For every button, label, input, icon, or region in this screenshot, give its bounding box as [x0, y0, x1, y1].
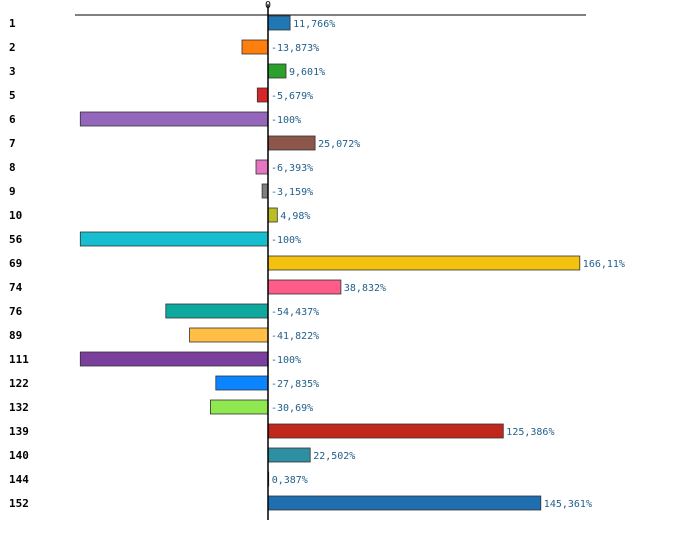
category-label: 3: [9, 65, 16, 78]
value-label: -54,437%: [271, 307, 319, 318]
value-label: 11,766%: [293, 19, 335, 30]
category-label: 144: [9, 473, 29, 486]
bar: [209, 399, 269, 415]
bar: [267, 495, 542, 511]
bar: [255, 159, 269, 175]
bar: [241, 39, 269, 55]
bar: [267, 279, 342, 295]
category-label: 8: [9, 161, 16, 174]
value-label: 38,832%: [344, 283, 386, 294]
bar: [165, 303, 269, 319]
value-label: -100%: [271, 115, 301, 126]
category-label: 2: [9, 41, 16, 54]
value-label: -100%: [271, 235, 301, 246]
value-label: 4,98%: [280, 211, 310, 222]
value-label: -100%: [271, 355, 301, 366]
bar: [267, 423, 504, 439]
bar: [215, 375, 269, 391]
value-label: -13,873%: [271, 43, 319, 54]
category-label: 10: [9, 209, 22, 222]
bar: [79, 231, 269, 247]
category-label: 69: [9, 257, 22, 270]
bar: [79, 351, 269, 367]
category-label: 7: [9, 137, 16, 150]
value-label: 145,361%: [544, 499, 592, 510]
category-label: 132: [9, 401, 29, 414]
category-label: 140: [9, 449, 29, 462]
bar: [256, 87, 269, 103]
value-label: -27,835%: [271, 379, 319, 390]
value-label: 0,387%: [272, 475, 308, 486]
value-label: 125,386%: [506, 427, 554, 438]
category-label: 74: [9, 281, 23, 294]
value-label: -5,679%: [271, 91, 313, 102]
category-label: 139: [9, 425, 29, 438]
category-label: 5: [9, 89, 16, 102]
bar: [189, 327, 269, 343]
bar: [267, 207, 278, 223]
value-label: -41,822%: [271, 331, 319, 342]
category-label: 122: [9, 377, 29, 390]
bar: [267, 15, 291, 31]
value-label: -30,69%: [271, 403, 313, 414]
bar: [267, 447, 311, 463]
value-label: -3,159%: [271, 187, 313, 198]
category-label: 56: [9, 233, 23, 246]
category-label: 76: [9, 305, 23, 318]
bar: [79, 111, 269, 127]
category-label: 9: [9, 185, 16, 198]
value-label: 166,11%: [583, 259, 625, 270]
value-label: -6,393%: [271, 163, 313, 174]
category-label: 6: [9, 113, 16, 126]
bar: [261, 183, 269, 199]
category-label: 152: [9, 497, 29, 510]
category-label: 1: [9, 17, 16, 30]
bar: [267, 63, 287, 79]
value-label: 22,502%: [313, 451, 355, 462]
value-label: 25,072%: [318, 139, 360, 150]
bar: [267, 255, 581, 271]
value-label: 9,601%: [289, 67, 325, 78]
category-label: 111: [9, 353, 29, 366]
category-label: 89: [9, 329, 22, 342]
bar: [267, 135, 316, 151]
